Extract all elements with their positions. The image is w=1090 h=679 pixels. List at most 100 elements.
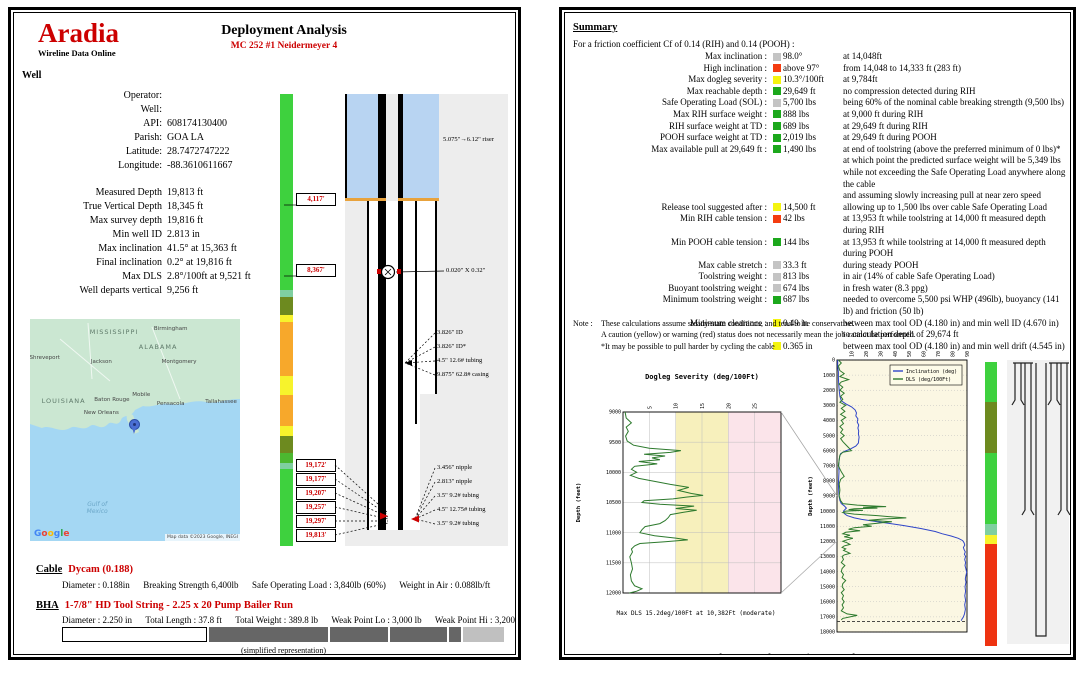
summary-row-desc: no compression detected during RIH: [843, 85, 976, 96]
riser-wall-mid: [398, 94, 403, 198]
map-label: Jackson: [90, 358, 112, 365]
well-info-row: Max inclination 41.5° at 15,363 ft: [22, 242, 342, 256]
chart1-caption: Chart 1: Dogleg Severity vs Depth: [565, 653, 1005, 654]
summary-row-desc: between max tool OD (4.180 in) and min w…: [843, 317, 1059, 340]
well-info-label: Well departs vertical: [79, 285, 163, 296]
well-info-row: Operator:: [22, 89, 342, 103]
status-square: [773, 75, 781, 84]
well-info-row: Well departs vertical 9,256 ft: [22, 284, 342, 298]
status-square: [773, 52, 781, 61]
svg-text:0: 0: [832, 358, 835, 364]
well-casing-schematic: [1007, 360, 1070, 644]
map-label: Gulf of Mexico: [86, 501, 108, 516]
summary-row: Max available pull at 29,649 ft : 1,490 l…: [569, 144, 1066, 202]
depth-mark: 19,207': [296, 487, 336, 500]
well-info-label: Max DLS: [122, 271, 162, 282]
summary-row-label: Max inclination :: [705, 51, 767, 61]
svg-text:80: 80: [951, 351, 957, 357]
map-label: Shreveport: [30, 354, 60, 361]
summary-row-label: Toolstring weight :: [698, 271, 767, 282]
notes-block: Note : These calculations assume steady-…: [573, 318, 916, 352]
map-pin[interactable]: [128, 418, 140, 434]
svg-text:50: 50: [907, 351, 913, 357]
map-label: MISSISSIPPI: [89, 327, 139, 336]
svg-text:16000: 16000: [820, 599, 835, 605]
summary-rows: Max inclination : 98.0° at 14,048ft High in…: [569, 51, 1066, 352]
svg-text:70: 70: [936, 351, 942, 357]
cable-heading-word: Cable: [36, 564, 63, 575]
summary-row-value: 42 lbs: [783, 213, 805, 224]
cable-heading: Cable Dycam (0.188): [36, 564, 133, 575]
well-info-label: Max survey depth: [89, 215, 162, 226]
well-info-value: 9,256 ft: [167, 285, 199, 296]
svg-text:1000: 1000: [823, 373, 835, 379]
svg-text:11000: 11000: [606, 530, 621, 536]
summary-row-desc: in air (14% of cable Safe Operating Load…: [843, 271, 995, 282]
well-info-row: Measured Depth 19,813 ft: [22, 186, 342, 200]
svg-text:25: 25: [753, 403, 759, 409]
bha-heading-word: BHA: [36, 600, 59, 611]
bha-bar-segment: [209, 627, 328, 642]
tubing-wall-1: [367, 201, 369, 530]
summary-row-value: 33.3 ft: [783, 259, 807, 270]
map-label: Mobile: [132, 392, 151, 399]
status-square: [773, 110, 781, 119]
summary-row-value: above 97°: [783, 62, 820, 73]
bha-bar-diagram: [62, 627, 506, 642]
well-info-label: Operator:: [123, 90, 162, 101]
status-square: [773, 122, 781, 131]
dls-zoom-chart: 9000 9500 10000 10500 11000 11500 12000 5 10 15 20…: [576, 373, 782, 597]
summary-row-value: 14,500 ft: [783, 201, 816, 212]
map-label: Tallahassee: [205, 398, 237, 405]
bha-bar-segment: [463, 627, 504, 642]
report-title: Deployment Analysis: [221, 23, 347, 38]
location-map[interactable]: MISSISSIPPI Birmingham ALABAMA Shreveport Ja…: [30, 319, 240, 541]
svg-text:15: 15: [700, 403, 706, 409]
report-subtitle: MC 252 #1 Neidermeyer 4: [230, 41, 338, 51]
page-right-inner: Summary For a friction coefficient Cf of…: [564, 12, 1071, 655]
well-info-label: Latitude:: [125, 146, 162, 157]
well-info-row: Longitude: -88.3610611667: [22, 159, 342, 173]
well-info-label: Parish:: [134, 132, 162, 143]
mudline-band-right: [398, 198, 439, 201]
well-info-row: Parish: GOA LA: [22, 131, 342, 145]
friction-coefficient-line: For a friction coefficient Cf of 0.14 (R…: [573, 39, 795, 49]
status-square: [773, 284, 781, 293]
depth-mark: 19,297': [296, 515, 336, 528]
summary-row-desc: between max tool OD (4.180 in) and min w…: [843, 340, 1065, 351]
bha-heading: BHA 1-7/8" HD Tool String - 2.25 x 20 Pum…: [36, 600, 293, 611]
svg-text:Inclination (deg): Inclination (deg): [906, 369, 957, 375]
chart-connector-lines: [780, 411, 838, 594]
well-info-value: 18,345 ft: [167, 201, 204, 212]
well-info-row: Well:: [22, 103, 342, 117]
svg-text:90: 90: [965, 351, 971, 357]
status-square: [773, 98, 781, 107]
summary-row-value: 687 lbs: [783, 294, 810, 305]
map-label: Pensacola: [156, 401, 185, 408]
map-attribution: Map data ©2023 Google, INEGI: [165, 534, 240, 541]
well-info-label: True Vertical Depth: [83, 201, 162, 212]
note-line: These calculations assume steady-state c…: [601, 319, 855, 328]
well-info-row: Max DLS 2.8°/100ft at 9,521 ft: [22, 270, 342, 284]
svg-text:14000: 14000: [820, 569, 835, 575]
bha-bar-segment: [390, 627, 447, 642]
summary-row-label: Min POOH cable tension :: [671, 236, 767, 247]
svg-text:10000: 10000: [820, 509, 835, 515]
well-info-value: 2.8°/100ft at 9,521 ft: [167, 271, 251, 282]
well-info-row: Max survey depth 19,816 ft: [22, 214, 342, 228]
svg-text:4000: 4000: [823, 418, 835, 424]
tubing-wall-4: [415, 201, 417, 424]
cable-specs: Diameter : 0.188in Breaking Strength 6,4…: [62, 580, 491, 590]
well-info-row: API: 608174130400: [22, 117, 342, 131]
summary-row-desc: during steady POOH: [843, 259, 919, 270]
summary-row-value: 689 lbs: [783, 120, 810, 131]
well-info-value: 2.813 in: [167, 229, 200, 240]
summary-row: POOH surface weight at TD : 2,019 lbs at 2…: [569, 132, 1066, 144]
summary-row: Max inclination : 98.0° at 14,048ft: [569, 51, 1066, 63]
svg-text:10: 10: [674, 403, 680, 409]
summary-row-label: Release tool suggested after :: [661, 201, 767, 212]
wellbore-schematic: [345, 94, 508, 546]
map-label: New Orleans: [83, 410, 119, 417]
depth-mark: 19,172': [296, 459, 336, 472]
